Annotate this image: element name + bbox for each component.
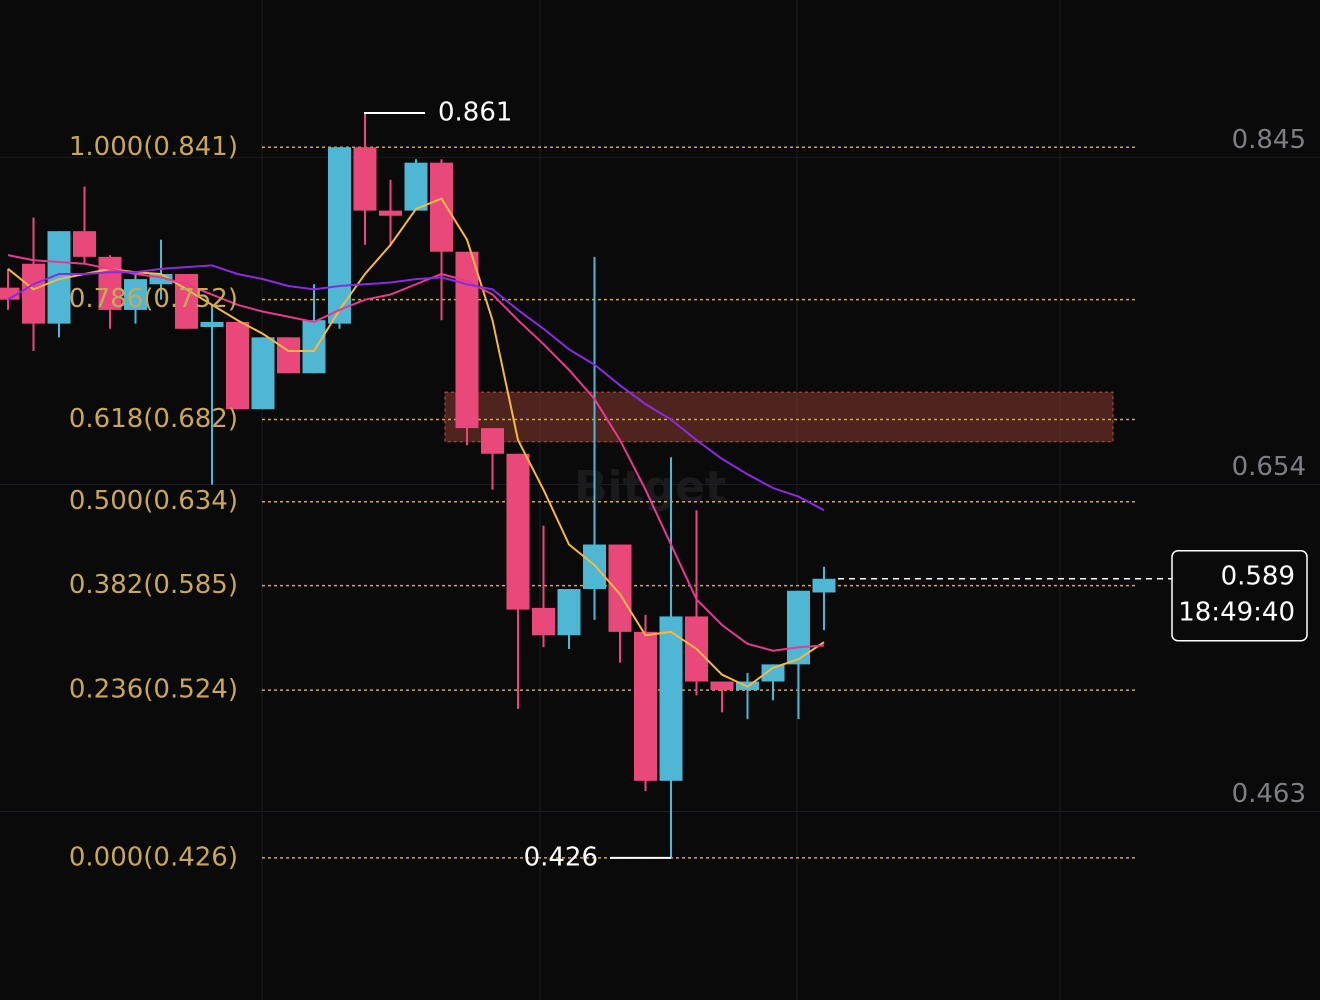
candle-body [353,147,377,211]
candle-body [200,321,224,328]
fib-label: 0.618(0.682) [69,404,238,434]
zone [444,391,1114,443]
candle-body [149,273,173,285]
candle-body [0,287,20,300]
moving-average [7,197,825,688]
candle-body [481,428,504,454]
candle-body [583,544,606,590]
candle-body [455,251,479,429]
candle-body [47,231,71,324]
candle-body [634,631,657,781]
watermark: Bitget [574,462,726,513]
candle-body [710,681,734,691]
candle-body [608,544,632,632]
candle-body [404,162,428,211]
fib-label: 0.236(0.524) [69,675,238,705]
candle-body [506,453,530,610]
candle-body [328,147,351,324]
candle-body [812,578,836,593]
last-time: 18:49:40 [1178,597,1295,627]
candle-body [226,321,249,410]
candle-body [302,320,326,374]
fib-label: 0.500(0.634) [69,486,238,516]
candle-body [532,607,555,636]
y-tick-label: 0.845 [1232,125,1306,155]
candle-body [557,589,581,636]
candle-body [73,231,96,257]
y-tick-label: 0.654 [1232,452,1306,482]
candle-body [430,162,453,252]
candle-body [175,273,198,329]
moving-average [7,264,825,512]
fib-label: 0.000(0.426) [69,842,238,872]
candle-body [761,664,785,682]
candle-body [251,337,275,410]
last-price-box [1171,550,1308,642]
candle-body [124,279,147,310]
high-label: 0.861 [438,98,512,128]
fib-label: 0.786(0.752) [69,284,238,314]
last-price: 0.589 [1221,561,1295,591]
low-label: 0.426 [524,842,598,872]
fib-label: 1.000(0.841) [69,132,238,162]
candle-body [659,616,683,781]
candle-body [379,210,402,216]
y-tick-label: 0.463 [1232,779,1306,809]
fib-label: 0.382(0.585) [69,570,238,600]
candle-body [22,263,45,324]
moving-average [7,254,825,652]
candle-body [277,337,300,374]
